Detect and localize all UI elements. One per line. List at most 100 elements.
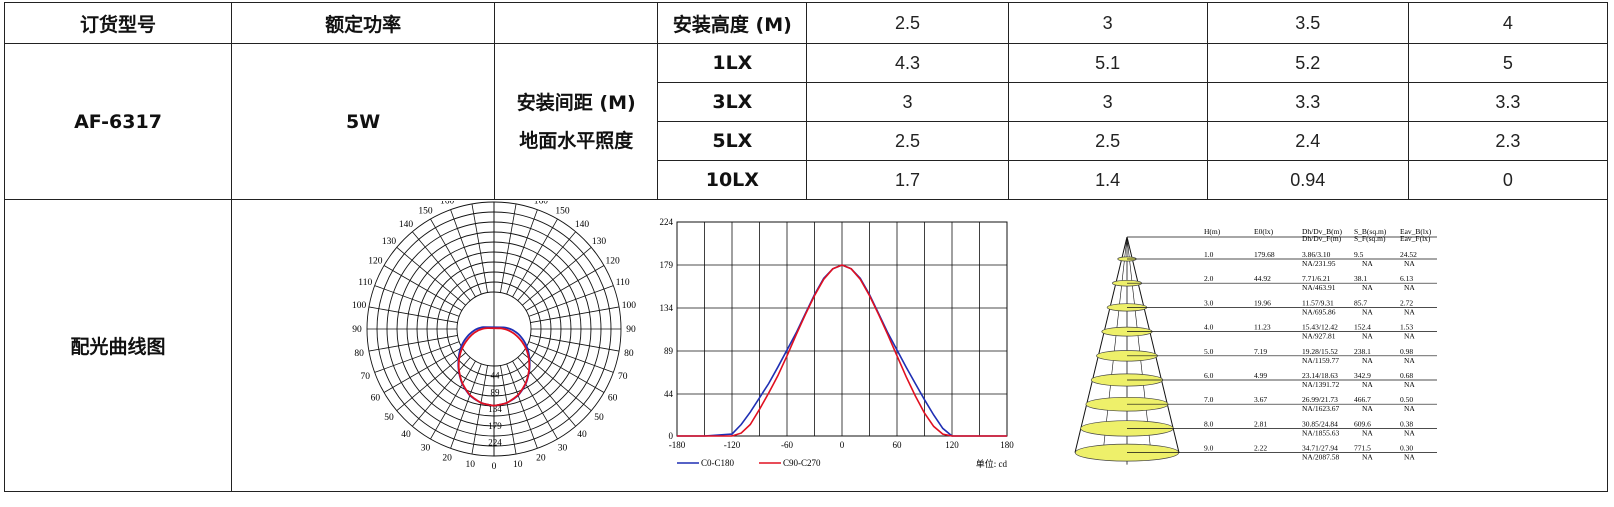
cone-inner-edge xyxy=(1126,236,1152,453)
cone-header: E0(lx) xyxy=(1254,227,1274,236)
cone-cell: 466.7 xyxy=(1354,395,1371,404)
polar-angle-label: 150 xyxy=(555,206,570,216)
polar-angle-label: 70 xyxy=(618,371,628,381)
polar-spoke xyxy=(374,284,460,317)
polar-spoke xyxy=(525,264,605,311)
line-chart-xtick: 180 xyxy=(1000,440,1014,450)
cone-edge xyxy=(1074,236,1128,453)
polar-spoke xyxy=(471,203,488,293)
cone-header: S_B(sq.m) xyxy=(1354,227,1387,236)
cone-cell: 2.81 xyxy=(1254,419,1267,428)
polar-angle-label: 150 xyxy=(418,206,433,216)
polar-angle-label: 90 xyxy=(626,325,636,335)
polar-angle-label: 60 xyxy=(608,393,618,403)
cone-cell: 19.96 xyxy=(1254,298,1271,307)
cone-edge xyxy=(1126,236,1180,453)
height-value: 3 xyxy=(1007,2,1208,44)
cone-cell: NA xyxy=(1404,355,1415,364)
line-chart-ytick: 0 xyxy=(669,431,674,441)
model-value: AF-6317 xyxy=(4,43,232,200)
cone-cell: NA xyxy=(1362,259,1373,268)
light-distribution-diagrams: 1801701601501401301201101009080706050403… xyxy=(352,201,1437,472)
polar-spoke xyxy=(528,284,614,317)
cone-cell: 30.85/24.84 xyxy=(1302,419,1338,428)
cone-cell: NA/927.81 xyxy=(1302,331,1336,340)
polar-angle-label: 120 xyxy=(606,256,621,266)
spacing-value: 3.3 xyxy=(1407,82,1609,122)
cone-cell: NA xyxy=(1404,428,1415,437)
cone-cell: NA xyxy=(1404,452,1415,461)
polar-angle-label: 40 xyxy=(401,429,411,439)
cone-cell: NA xyxy=(1362,331,1373,340)
cone-cell: NA/1855.63 xyxy=(1302,428,1340,437)
polar-spoke xyxy=(522,246,592,306)
cone-cell: NA xyxy=(1362,283,1373,292)
polar-spoke xyxy=(528,340,614,373)
polar-spoke xyxy=(450,209,482,294)
line-chart-xtick: -180 xyxy=(669,440,686,450)
spacing-value: 3.3 xyxy=(1206,82,1409,122)
polar-spoke xyxy=(383,264,463,311)
spacing-value: 4.3 xyxy=(806,43,1009,83)
spacing-value: 0.94 xyxy=(1206,160,1409,200)
spacing-illuminance-label: 安装间距 (M) 地面水平照度 xyxy=(494,43,659,200)
polar-angle-label: 20 xyxy=(536,453,546,463)
cone-cell: 9.5 xyxy=(1354,250,1364,259)
line-chart-ytick: 44 xyxy=(664,388,674,398)
polar-angle-label: 100 xyxy=(622,301,637,311)
cone-cell: 342.9 xyxy=(1354,371,1371,380)
spacing-value: 1.4 xyxy=(1007,160,1208,200)
legend-label: C90-C270 xyxy=(783,458,821,468)
legend-label: C0-C180 xyxy=(701,458,735,468)
cone-cell: 23.14/18.63 xyxy=(1302,371,1338,380)
height-value: 3.5 xyxy=(1206,2,1409,44)
cone-cell: NA xyxy=(1362,355,1373,364)
cone-cell: 6.13 xyxy=(1400,274,1413,283)
cone-cell: NA/695.86 xyxy=(1302,307,1336,316)
cone-header: H(m) xyxy=(1204,227,1221,236)
cone-cell: 24.52 xyxy=(1400,250,1417,259)
polar-angle-label: 110 xyxy=(358,278,372,288)
cone-cell: 11.23 xyxy=(1254,322,1271,331)
unit-label: 单位: cd xyxy=(976,458,1008,469)
cone-cell: NA/231.95 xyxy=(1302,259,1336,268)
polar-angle-label: 120 xyxy=(368,256,383,266)
polar-radial-label: 134 xyxy=(488,404,502,414)
line-series-c90-c270 xyxy=(677,263,1007,437)
polar-angle-label: 80 xyxy=(354,348,364,358)
polar-angle-label: 10 xyxy=(465,459,475,469)
spacing-value: 5.2 xyxy=(1206,43,1409,83)
polar-angle-label: 40 xyxy=(577,429,587,439)
polar-spoke xyxy=(430,360,476,439)
diagram-cell: 1801701601501401301201101009080706050403… xyxy=(231,199,1608,492)
cone-cell: 6.0 xyxy=(1204,371,1214,380)
height-value: 4 xyxy=(1407,2,1609,44)
polar-angle-label: 140 xyxy=(575,220,590,230)
polar-angle-label: 130 xyxy=(382,236,397,246)
cone-cell: NA xyxy=(1404,283,1415,292)
polar-spoke xyxy=(412,356,471,427)
line-chart-xtick: 120 xyxy=(945,440,959,450)
cone-cell: 0.30 xyxy=(1400,443,1413,452)
cone-header: Dh/Dv_B(m) xyxy=(1302,227,1343,236)
polar-radial-label: 89 xyxy=(491,387,501,397)
cone-header: Eav_F(lx) xyxy=(1400,234,1431,243)
spacing-value: 5.1 xyxy=(1007,43,1208,83)
polar-spoke xyxy=(383,346,463,393)
polar-angle-label: 20 xyxy=(442,453,452,463)
polar-spoke xyxy=(517,230,576,301)
cone-cell: 15.43/12.42 xyxy=(1302,322,1338,331)
polar-spoke xyxy=(430,218,476,297)
header-mount-height: 安装高度 (M) xyxy=(657,2,808,44)
cone-cell: NA xyxy=(1362,307,1373,316)
polar-angle-label: 160 xyxy=(440,201,455,206)
cone-cell: NA/1391.72 xyxy=(1302,380,1340,389)
cone-header: S_F(sq.m) xyxy=(1354,234,1386,243)
polar-spoke xyxy=(396,246,466,306)
polar-spoke xyxy=(450,363,482,448)
spacing-value: 3 xyxy=(1007,82,1208,122)
cone-cell: 7.0 xyxy=(1204,395,1214,404)
cone-cell: NA/463.91 xyxy=(1302,283,1336,292)
polar-angle-label: 50 xyxy=(594,413,604,423)
polar-angle-label: 100 xyxy=(352,301,367,311)
